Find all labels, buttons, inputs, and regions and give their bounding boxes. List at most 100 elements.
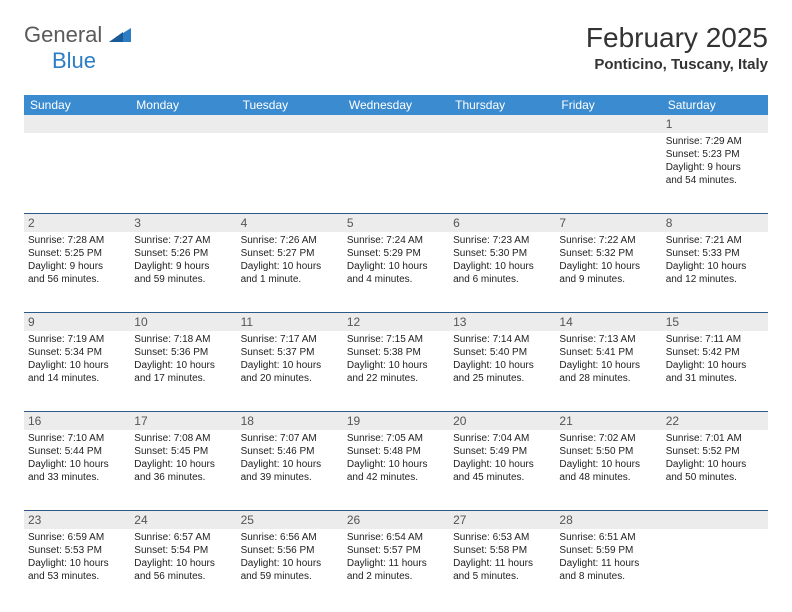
week-row: Sunrise: 7:29 AMSunset: 5:23 PMDaylight:… [24,133,768,214]
day-info-line: and 56 minutes. [28,273,126,286]
day-info-line: and 5 minutes. [453,570,551,583]
day-info-line: Daylight: 10 hours [559,260,657,273]
day-header: Thursday [449,95,555,115]
day-info-line: and 2 minutes. [347,570,445,583]
day-cell: Sunrise: 7:01 AMSunset: 5:52 PMDaylight:… [662,430,768,510]
day-info-line: Daylight: 10 hours [559,359,657,372]
day-info-line: and 45 minutes. [453,471,551,484]
day-info-line: Daylight: 10 hours [347,359,445,372]
logo-general: General [24,22,102,47]
day-number: 16 [24,412,130,430]
logo: General Blue [24,22,131,74]
day-info-line: Sunset: 5:41 PM [559,346,657,359]
day-info-line: Sunrise: 6:59 AM [28,531,126,544]
week-row: Sunrise: 7:19 AMSunset: 5:34 PM Daylight:… [24,331,768,412]
day-info-line: Sunrise: 6:51 AM [559,531,657,544]
day-info-line: Sunset: 5:23 PM [666,148,764,161]
day-info-line: and 8 minutes. [559,570,657,583]
day-info-line: Daylight: 10 hours [134,458,232,471]
day-info-line: Sunrise: 7:26 AM [241,234,339,247]
day-info-line: Sunrise: 6:54 AM [347,531,445,544]
day-info-line: Sunrise: 6:57 AM [134,531,232,544]
day-header: Sunday [24,95,130,115]
day-info-line: Daylight: 11 hours [453,557,551,570]
day-header: Monday [130,95,236,115]
logo-blue: Blue [52,48,96,73]
day-info-line: Sunset: 5:36 PM [134,346,232,359]
day-number-row: 16171819202122 [24,412,768,430]
day-cell: Sunrise: 7:15 AMSunset: 5:38 PMDaylight:… [343,331,449,411]
day-number: 14 [555,313,661,331]
day-info-line: Sunrise: 7:19 AM [28,333,126,346]
day-header-row: SundayMondayTuesdayWednesdayThursdayFrid… [24,95,768,115]
day-info-line: Daylight: 10 hours [453,458,551,471]
day-info-line: Sunset: 5:38 PM [347,346,445,359]
day-info-line: Daylight: 10 hours [666,260,764,273]
day-number: 12 [343,313,449,331]
day-number: 15 [662,313,768,331]
day-cell: Sunrise: 6:51 AMSunset: 5:59 PMDaylight:… [555,529,661,609]
day-cell: Sunrise: 7:14 AMSunset: 5:40 PMDaylight:… [449,331,555,411]
day-info-line: and 9 minutes. [559,273,657,286]
day-info-line: Daylight: 10 hours [559,458,657,471]
day-info-line: and 6 minutes. [453,273,551,286]
day-number [237,115,343,133]
day-info-line: and 22 minutes. [347,372,445,385]
location-text: Ponticino, Tuscany, Italy [586,56,768,73]
day-info-line: Daylight: 10 hours [241,458,339,471]
day-info-line: and 56 minutes. [134,570,232,583]
day-info-line: Sunset: 5:46 PM [241,445,339,458]
day-cell: Sunrise: 7:23 AMSunset: 5:30 PMDaylight:… [449,232,555,312]
logo-triangle-icon [109,28,131,42]
day-number: 7 [555,214,661,232]
day-info-line: Daylight: 10 hours [134,359,232,372]
week-row: Sunrise: 7:28 AMSunset: 5:25 PMDaylight:… [24,232,768,313]
day-cell: Sunrise: 7:11 AMSunset: 5:42 PMDaylight:… [662,331,768,411]
day-info-line: and 20 minutes. [241,372,339,385]
day-info-line: Daylight: 10 hours [347,458,445,471]
day-info-line: Sunset: 5:48 PM [347,445,445,458]
day-info-line: Daylight: 11 hours [559,557,657,570]
day-header: Tuesday [237,95,343,115]
day-number [449,115,555,133]
day-info-line: Sunset: 5:37 PM [241,346,339,359]
day-number: 19 [343,412,449,430]
day-info-line: Sunrise: 7:15 AM [347,333,445,346]
day-cell: Sunrise: 7:26 AMSunset: 5:27 PMDaylight:… [237,232,343,312]
day-number: 25 [237,511,343,529]
day-info-line: Sunrise: 7:01 AM [666,432,764,445]
day-info-line: Sunset: 5:34 PM [28,346,126,359]
day-number [24,115,130,133]
day-info-line: Sunrise: 7:04 AM [453,432,551,445]
day-cell: Sunrise: 6:53 AMSunset: 5:58 PMDaylight:… [449,529,555,609]
day-number: 1 [662,115,768,133]
day-cell: Sunrise: 7:27 AMSunset: 5:26 PMDaylight:… [130,232,236,312]
day-number-row: 2345678 [24,214,768,232]
week-row: Sunrise: 7:10 AMSunset: 5:44 PMDaylight:… [24,430,768,511]
day-cell: Sunrise: 7:29 AMSunset: 5:23 PMDaylight:… [662,133,768,213]
day-cell: Sunrise: 7:10 AMSunset: 5:44 PMDaylight:… [24,430,130,510]
day-info-line: Sunrise: 7:17 AM [241,333,339,346]
day-number: 5 [343,214,449,232]
day-info-line: and 14 minutes. [28,372,126,385]
day-info-line: Daylight: 10 hours [28,458,126,471]
day-cell [24,133,130,213]
day-info-line: and 36 minutes. [134,471,232,484]
day-number-row: 232425262728 [24,511,768,529]
day-number: 22 [662,412,768,430]
day-info-line: Sunset: 5:57 PM [347,544,445,557]
day-cell [237,133,343,213]
day-cell [555,133,661,213]
day-number [343,115,449,133]
day-info-line: Sunrise: 7:13 AM [559,333,657,346]
day-number [662,511,768,529]
day-info-line: Sunset: 5:59 PM [559,544,657,557]
day-info-line: Sunrise: 7:08 AM [134,432,232,445]
day-cell [343,133,449,213]
day-info-line: and 17 minutes. [134,372,232,385]
day-cell: Sunrise: 7:07 AMSunset: 5:46 PMDaylight:… [237,430,343,510]
logo-text: General Blue [24,22,131,74]
day-number: 17 [130,412,236,430]
day-info-line: and 28 minutes. [559,372,657,385]
day-info-line: Daylight: 10 hours [453,260,551,273]
